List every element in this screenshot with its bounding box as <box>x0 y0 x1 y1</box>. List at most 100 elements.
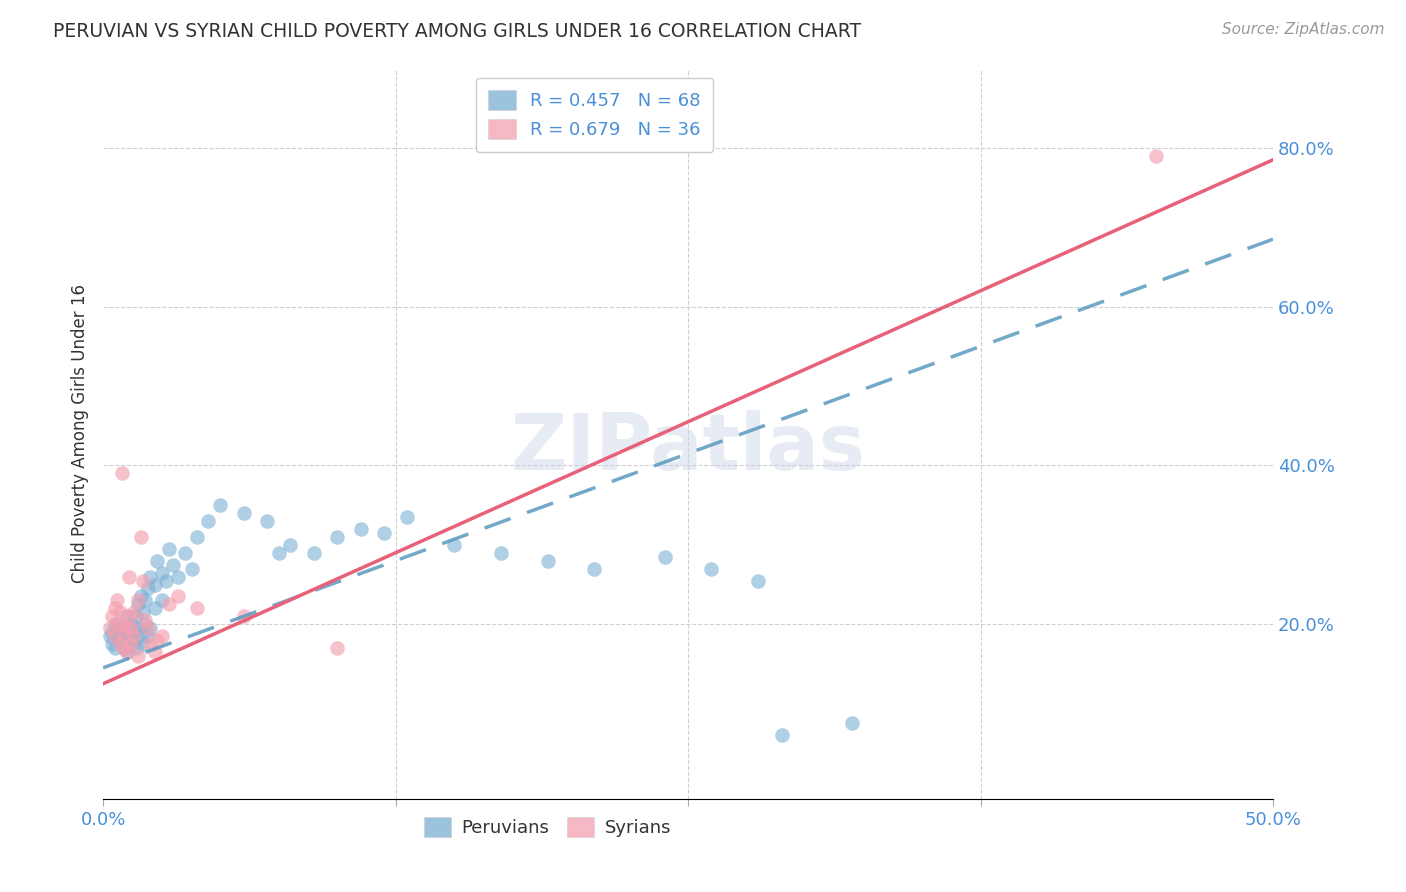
Point <box>157 598 180 612</box>
Point <box>129 629 152 643</box>
Point <box>127 621 149 635</box>
Point <box>143 601 166 615</box>
Point <box>654 549 676 564</box>
Point <box>105 593 128 607</box>
Text: PERUVIAN VS SYRIAN CHILD POVERTY AMONG GIRLS UNDER 16 CORRELATION CHART: PERUVIAN VS SYRIAN CHILD POVERTY AMONG G… <box>53 22 862 41</box>
Point <box>326 530 349 544</box>
Point <box>134 617 156 632</box>
Point <box>146 633 169 648</box>
Point <box>120 637 142 651</box>
Point <box>120 617 142 632</box>
Point <box>443 538 465 552</box>
Point <box>101 609 124 624</box>
Point <box>101 625 124 640</box>
Point <box>125 640 148 655</box>
Point <box>186 601 208 615</box>
Point <box>150 629 173 643</box>
Point <box>122 629 145 643</box>
Point <box>98 629 121 643</box>
Point <box>129 530 152 544</box>
Point <box>132 574 155 588</box>
Point <box>150 566 173 580</box>
Point <box>118 629 141 643</box>
Point <box>267 546 290 560</box>
Y-axis label: Child Poverty Among Girls Under 16: Child Poverty Among Girls Under 16 <box>72 285 89 583</box>
Point <box>583 561 606 575</box>
Legend: Peruvians, Syrians: Peruvians, Syrians <box>416 810 679 845</box>
Point <box>139 569 162 583</box>
Point <box>150 593 173 607</box>
Point <box>700 561 723 575</box>
Text: ZIPatlas: ZIPatlas <box>510 410 866 486</box>
Point <box>104 617 127 632</box>
Point <box>396 510 419 524</box>
Point <box>841 716 863 731</box>
Point <box>104 601 127 615</box>
Point <box>373 525 395 540</box>
Point <box>115 621 138 635</box>
Point <box>132 605 155 619</box>
Point <box>104 629 127 643</box>
Point <box>143 645 166 659</box>
Point <box>122 625 145 640</box>
Point <box>125 609 148 624</box>
Point <box>105 621 128 635</box>
Point <box>349 522 371 536</box>
Point <box>120 637 142 651</box>
Point <box>197 514 219 528</box>
Point <box>108 625 131 640</box>
Point <box>167 590 190 604</box>
Point <box>302 546 325 560</box>
Point <box>278 538 301 552</box>
Text: Source: ZipAtlas.com: Source: ZipAtlas.com <box>1222 22 1385 37</box>
Point <box>101 637 124 651</box>
Point <box>108 633 131 648</box>
Point <box>115 645 138 659</box>
Point <box>118 621 141 635</box>
Point <box>108 605 131 619</box>
Point <box>115 645 138 659</box>
Point <box>1144 149 1167 163</box>
Point <box>127 648 149 663</box>
Point <box>157 541 180 556</box>
Point <box>537 554 560 568</box>
Point <box>111 467 134 481</box>
Point <box>232 506 254 520</box>
Point <box>111 617 134 632</box>
Point <box>186 530 208 544</box>
Point <box>162 558 184 572</box>
Point <box>112 640 135 655</box>
Point <box>108 637 131 651</box>
Point <box>111 637 134 651</box>
Point <box>115 609 138 624</box>
Point <box>127 598 149 612</box>
Point <box>146 554 169 568</box>
Point <box>155 574 177 588</box>
Point <box>112 629 135 643</box>
Point <box>104 640 127 655</box>
Point <box>111 629 134 643</box>
Point <box>174 546 197 560</box>
Point <box>232 609 254 624</box>
Point <box>181 561 204 575</box>
Point <box>122 633 145 648</box>
Point <box>120 621 142 635</box>
Point <box>118 569 141 583</box>
Point <box>112 621 135 635</box>
Point <box>136 621 159 635</box>
Point <box>209 498 232 512</box>
Point <box>167 569 190 583</box>
Point <box>98 621 121 635</box>
Point <box>256 514 278 528</box>
Point <box>118 609 141 624</box>
Point <box>747 574 769 588</box>
Point <box>134 593 156 607</box>
Point <box>770 728 793 742</box>
Point <box>127 593 149 607</box>
Point <box>136 582 159 596</box>
Point <box>139 637 162 651</box>
Point <box>134 613 156 627</box>
Point <box>143 577 166 591</box>
Point <box>136 629 159 643</box>
Point <box>112 640 135 655</box>
